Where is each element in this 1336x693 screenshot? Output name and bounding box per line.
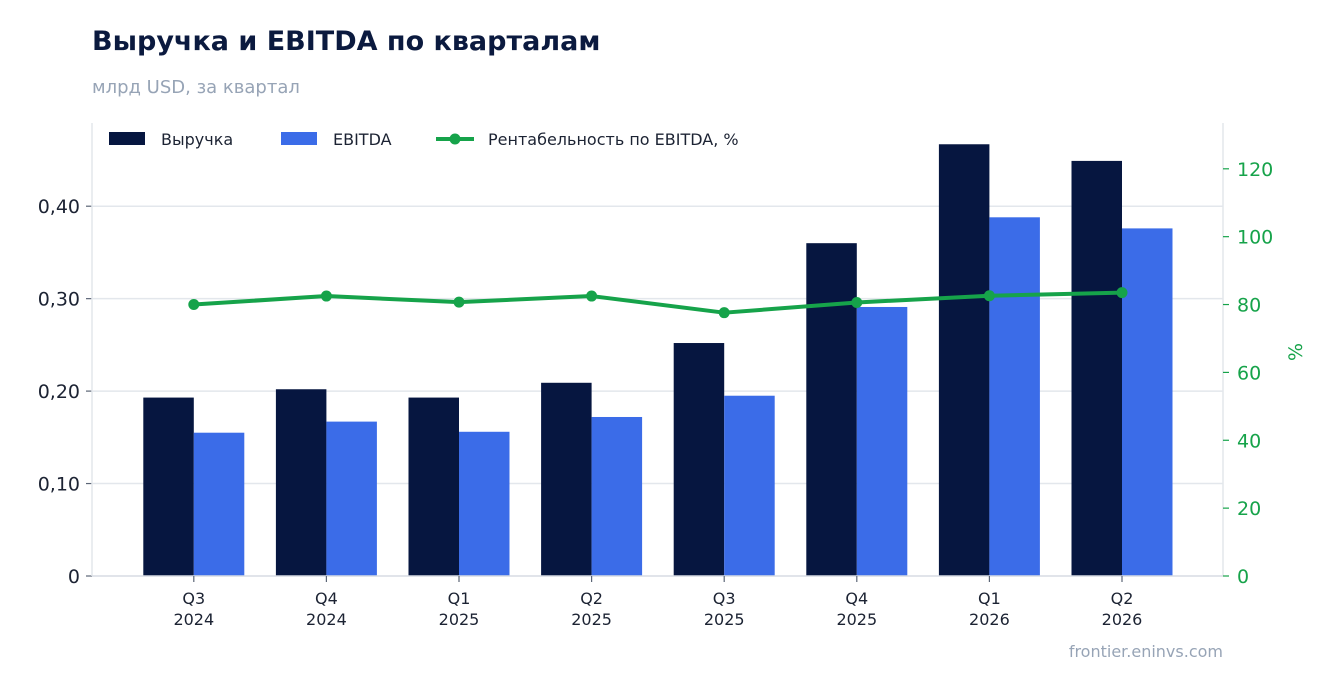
x-tick-label: Q2 2025 — [571, 589, 612, 629]
margin-point — [320, 290, 332, 302]
ebitda-bar — [193, 432, 245, 576]
right-tick-label: 120 — [1237, 159, 1273, 181]
legend-swatch-ebitda — [281, 132, 317, 145]
margin-point — [983, 290, 995, 302]
x-tick-label: Q3 2025 — [704, 589, 745, 629]
legend: Выручка EBITDA Рентабельность по EBITDA, % — [109, 130, 739, 149]
margin-line-path — [193, 290, 1123, 315]
right-tick-label: 100 — [1237, 227, 1273, 249]
ebitda-bar — [856, 306, 908, 576]
revenue-bar — [806, 243, 857, 577]
margin-point — [851, 297, 863, 309]
revenue-bar — [673, 343, 725, 576]
x-tick-label: Q3 2024 — [173, 589, 214, 629]
legend-swatch-revenue — [109, 132, 145, 145]
revenue-bar — [938, 144, 990, 577]
left-tick-label: 0,20 — [38, 381, 80, 403]
x-tick-label: Q2 2026 — [1102, 589, 1143, 629]
revenue-bar — [275, 389, 327, 576]
x-tick-label: Q4 2025 — [836, 589, 877, 629]
right-axis-label: % — [1285, 343, 1307, 361]
margin-line — [188, 287, 1128, 319]
ebitda-bar — [989, 217, 1040, 576]
right-tick-label: 80 — [1237, 295, 1261, 317]
right-tick-label: 40 — [1237, 430, 1261, 452]
right-tick-label: 0 — [1237, 566, 1249, 588]
legend-label-ebitda: EBITDA — [333, 130, 392, 149]
margin-point — [1116, 287, 1128, 299]
x-tick-label: Q1 2026 — [969, 589, 1010, 629]
ebitda-bar — [591, 416, 643, 576]
left-tick-label: 0,10 — [38, 474, 80, 496]
revenue-bar — [408, 397, 459, 576]
left-tick-label: 0 — [68, 566, 80, 588]
gridlines — [92, 205, 1223, 485]
bars — [143, 144, 1173, 577]
legend-marker-margin — [449, 133, 461, 145]
chart-title: Выручка и EBITDA по кварталам — [92, 26, 601, 57]
revenue-bar — [1071, 160, 1122, 576]
x-tick-label: Q4 2024 — [306, 589, 347, 629]
margin-point — [718, 307, 730, 319]
left-tick-label: 0,30 — [38, 289, 80, 311]
margin-point — [453, 296, 465, 308]
axes: 0 0,10 0,20 0,30 0,40 0 20 40 60 80 100 120% Q3 2024 Q… — [38, 123, 1307, 629]
margin-point — [586, 290, 598, 302]
legend-label-revenue: Выручка — [161, 130, 233, 149]
ebitda-bar — [724, 395, 775, 576]
right-tick-label: 20 — [1237, 498, 1261, 520]
ebitda-bar — [326, 421, 377, 576]
ebitda-bar — [1122, 228, 1173, 576]
margin-point — [188, 299, 200, 311]
right-tick-label: 60 — [1237, 362, 1261, 384]
chart-subtitle: млрд USD, за квартал — [92, 77, 300, 98]
revenue-bar — [143, 397, 194, 576]
revenue-bar — [541, 382, 592, 576]
left-tick-label: 0,40 — [38, 196, 80, 218]
legend-label-margin: Рентабельность по EBITDA, % — [488, 130, 739, 149]
source-credit: frontier.eninvs.com — [1068, 642, 1223, 661]
ebitda-bar — [459, 431, 510, 576]
x-tick-label: Q1 2025 — [439, 589, 480, 629]
